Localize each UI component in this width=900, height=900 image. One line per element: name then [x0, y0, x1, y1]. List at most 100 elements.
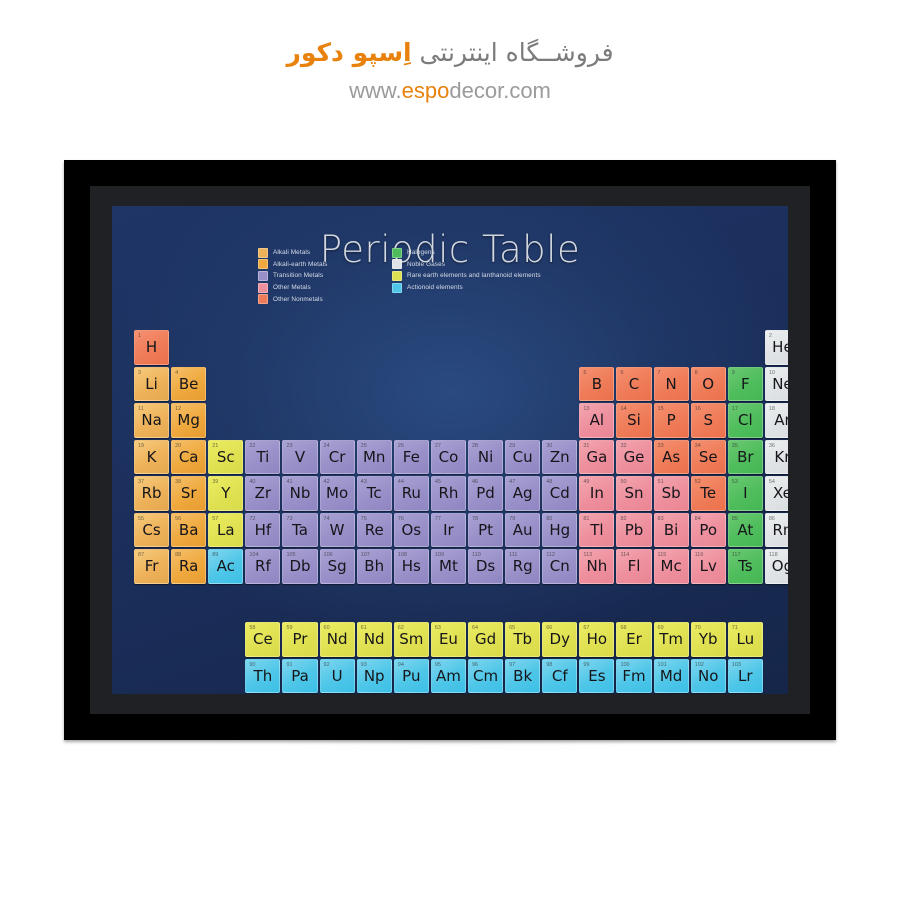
shop-url[interactable]: www.espodecor.com	[0, 78, 900, 104]
atomic-number: 70	[694, 625, 701, 631]
element-cell-Cn: 112 Cn	[542, 549, 578, 584]
atomic-number: 34	[694, 442, 701, 449]
legend-swatch-halogen-icon	[392, 247, 402, 258]
element-cell-empty	[208, 622, 243, 657]
element-cell-empty	[245, 330, 280, 365]
atomic-number: 14	[620, 406, 627, 412]
legend-swatch-actinoid-icon	[392, 282, 402, 293]
element-cell-empty	[542, 330, 577, 365]
element-symbol: Ge	[623, 447, 645, 466]
element-cell-Ta: 73 Ta	[282, 512, 318, 547]
element-symbol: Se	[698, 447, 718, 466]
atomic-number: 75	[360, 515, 367, 522]
element-cell-At: 85 At	[727, 512, 763, 547]
element-cell-empty	[505, 403, 540, 438]
element-cell-Au: 79 Au	[505, 512, 541, 547]
element-cell-Bh: 107 Bh	[356, 549, 392, 584]
element-symbol: Mg	[177, 411, 200, 430]
atomic-number: 45	[434, 479, 441, 485]
element-cell-empty	[505, 330, 540, 365]
atomic-number: 76	[397, 515, 404, 522]
element-symbol: Cd	[549, 484, 570, 503]
atomic-number: 22	[249, 442, 256, 449]
atomic-number: 2	[768, 333, 772, 339]
atomic-number: 106	[323, 552, 333, 558]
element-cell-Ar: 18Ar	[764, 403, 788, 438]
element-cell-Db: 105 Db	[282, 549, 318, 584]
legend-label-transition: Transition Metals	[273, 272, 324, 280]
atomic-number: 29	[509, 442, 516, 449]
element-cell-I: 53 I	[727, 476, 763, 511]
atomic-number: 24	[323, 442, 330, 449]
element-symbol: Na	[141, 411, 162, 430]
element-cell-Si: 14 Si	[616, 403, 652, 438]
element-symbol: I	[743, 484, 748, 503]
element-cell-empty	[579, 330, 614, 365]
element-cell-Tl: 81 Tl	[579, 512, 615, 547]
element-symbol: Nh	[586, 557, 608, 576]
element-symbol: S	[703, 411, 713, 430]
atomic-number: 111	[509, 552, 518, 558]
element-symbol: Cs	[142, 520, 161, 539]
atomic-number: 64	[471, 625, 479, 631]
element-cell-Zr: 40 Zr	[245, 476, 281, 511]
legend-item-noble: Noble Gases	[392, 259, 558, 271]
element-cell-Pb: 82 Pb	[616, 512, 652, 547]
element-symbol: Bk	[513, 666, 533, 685]
element-cell-empty	[245, 403, 280, 438]
element-symbol: F	[741, 374, 750, 393]
element-cell-empty	[282, 367, 317, 402]
element-cell-empty	[171, 659, 206, 694]
element-cell-Fl: 114 Fl	[616, 549, 652, 584]
legend-swatch-alkaline-icon	[258, 259, 268, 270]
atomic-number: 69	[657, 625, 664, 631]
element-symbol: Pu	[402, 666, 421, 685]
element-symbol: Hg	[549, 520, 571, 539]
atomic-number: 35	[731, 442, 738, 449]
atomic-number: 83	[657, 515, 664, 522]
element-cell-Ce: 58 Ce	[245, 622, 281, 657]
element-cell-empty	[394, 367, 429, 402]
atomic-number: 113	[583, 552, 593, 558]
element-cell-Og: 118Og	[764, 549, 788, 584]
element-cell-Fe: 26 Fe	[393, 439, 429, 474]
element-cell-Re: 75 Re	[356, 512, 392, 547]
atomic-number: 20	[175, 442, 182, 449]
atomic-number: 32	[620, 442, 627, 449]
element-symbol: Ca	[178, 447, 199, 466]
atomic-number: 103	[731, 661, 741, 668]
element-cell-Es: 99 Es	[579, 658, 615, 693]
element-cell-empty	[357, 403, 392, 438]
element-symbol: Fe	[402, 447, 420, 466]
atomic-number: 52	[694, 479, 701, 485]
atomic-number: 65	[509, 625, 516, 631]
atomic-number: 18	[768, 406, 775, 412]
element-cell-empty	[208, 367, 243, 402]
element-cell-empty	[171, 330, 206, 365]
atomic-number: 16	[694, 406, 701, 412]
atomic-number: 53	[731, 479, 738, 485]
atomic-number: 38	[175, 479, 182, 485]
element-cell-Pd: 46 Pd	[467, 476, 504, 511]
element-cell-Mg: 12 Mg	[171, 403, 207, 438]
element-symbol: Md	[659, 666, 683, 685]
element-symbol: Ce	[253, 630, 273, 649]
element-cell-Yb: 70 Yb	[690, 622, 726, 657]
atomic-number: 118	[768, 552, 778, 558]
element-symbol: Og	[771, 557, 788, 576]
element-cell-Np: 93 Np	[356, 658, 392, 693]
legend-swatch-othermetal-icon	[258, 282, 268, 293]
atomic-number: 101	[657, 661, 667, 668]
atomic-number: 98	[546, 661, 553, 668]
atomic-number: 97	[509, 661, 516, 668]
element-cell-W: 74 W	[319, 512, 355, 547]
element-symbol: Re	[364, 520, 384, 539]
element-symbol: Hf	[254, 520, 272, 539]
element-symbol: N	[665, 374, 677, 393]
element-cell-empty	[691, 330, 726, 365]
element-symbol: Fm	[622, 666, 646, 685]
atomic-number: 60	[323, 625, 330, 631]
periodic-table-poster: Periodic Table Alkali Metals Alkali-earth…	[112, 206, 788, 694]
